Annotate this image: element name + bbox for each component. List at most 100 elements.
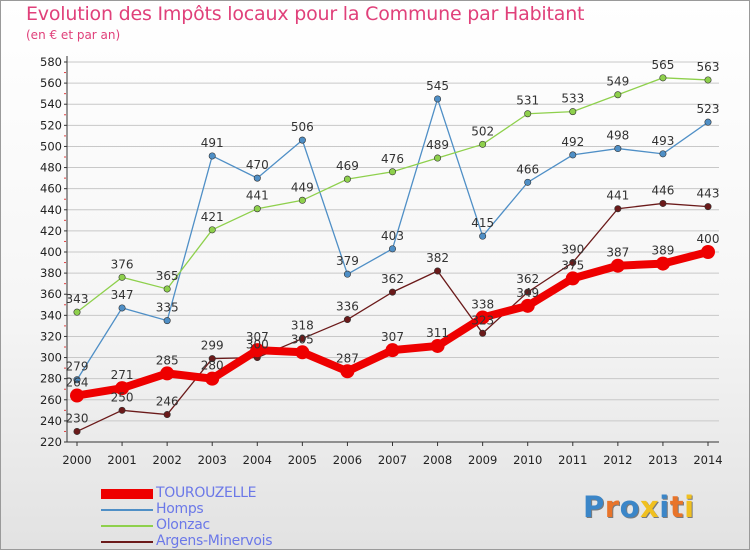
data-label-olonzac: 531: [516, 94, 539, 108]
data-label-olonzac: 502: [471, 124, 494, 138]
data-label-olonzac: 449: [291, 180, 314, 194]
data-label-homps: 470: [246, 158, 269, 172]
y-tick-label: 280: [40, 372, 62, 386]
x-tick-label: 2009: [468, 453, 497, 467]
data-label-olonzac: 469: [336, 159, 359, 173]
data-label-argens-minervois: 446: [651, 183, 674, 197]
data-label-homps: 498: [606, 129, 629, 143]
data-label-tourouzelle: 271: [111, 368, 134, 382]
data-label-homps: 506: [291, 120, 314, 134]
data-point-argens-minervois: [343, 316, 351, 324]
data-label-homps: 545: [426, 79, 449, 93]
data-point-argens-minervois: [73, 427, 81, 435]
x-tick-label: 2011: [558, 453, 587, 467]
data-label-homps: 415: [471, 216, 494, 230]
x-tick-label: 2013: [648, 453, 677, 467]
data-label-olonzac: 421: [201, 210, 224, 224]
data-point-olonzac: [208, 226, 216, 234]
data-point-olonzac: [614, 91, 622, 99]
data-label-homps: 491: [201, 136, 224, 150]
data-point-argens-minervois: [163, 411, 171, 419]
data-label-olonzac: 376: [111, 257, 134, 271]
data-label-argens-minervois: 336: [336, 300, 359, 314]
data-point-argens-minervois: [524, 288, 532, 296]
x-tick-label: 2006: [333, 453, 362, 467]
y-tick-label: 440: [40, 203, 62, 217]
proxiti-logo: Proxiti: [583, 490, 695, 524]
data-point-olonzac: [524, 110, 532, 118]
data-label-homps: 279: [66, 360, 89, 374]
data-point-olonzac: [659, 74, 667, 82]
data-label-argens-minervois: 299: [201, 339, 224, 353]
x-tick-label: 2010: [513, 453, 542, 467]
data-label-tourouzelle: 285: [156, 353, 179, 367]
data-point-tourouzelle: [250, 343, 265, 358]
y-tick-label: 500: [40, 139, 62, 153]
chart-subtitle: (en € et par an): [26, 28, 121, 42]
data-label-tourouzelle: 280: [201, 359, 224, 373]
y-tick-label: 220: [40, 435, 62, 449]
x-tick-label: 2012: [603, 453, 632, 467]
x-tick-label: 2004: [243, 453, 272, 467]
data-label-homps: 379: [336, 254, 359, 268]
data-point-tourouzelle: [340, 364, 355, 379]
data-label-argens-minervois: 246: [156, 395, 179, 409]
y-tick-label: 480: [40, 161, 62, 175]
data-point-homps: [659, 150, 667, 158]
data-point-argens-minervois: [388, 288, 396, 296]
data-point-homps: [479, 232, 487, 240]
data-point-olonzac: [118, 273, 126, 281]
data-point-homps: [118, 304, 126, 312]
x-tick-label: 2008: [423, 453, 452, 467]
data-point-tourouzelle: [701, 245, 715, 259]
data-label-homps: 335: [156, 301, 179, 315]
data-label-olonzac: 533: [561, 92, 584, 106]
data-label-argens-minervois: 250: [111, 390, 134, 404]
data-labels: 264 271 285 280 307 305 287 307 311 338 349 375 387 3…: [66, 58, 720, 426]
data-point-tourouzelle: [655, 256, 670, 271]
data-point-argens-minervois: [614, 205, 622, 213]
data-label-tourouzelle: 287: [336, 351, 359, 365]
x-tick-label: 2002: [153, 453, 182, 467]
data-label-argens-minervois: 441: [606, 189, 629, 203]
data-label-tourouzelle: 305: [291, 332, 314, 346]
data-point-olonzac: [569, 108, 577, 116]
data-label-homps: 466: [516, 162, 539, 176]
data-point-homps: [208, 152, 216, 160]
legend-label: Argens-Minervois: [156, 533, 273, 549]
legend-label: Olonzac: [156, 517, 210, 533]
y-tick-label: 260: [40, 393, 62, 407]
y-tick-label: 420: [40, 224, 62, 238]
legend-swatch: [101, 541, 153, 543]
y-tick-label: 540: [40, 97, 62, 111]
data-point-olonzac: [434, 154, 442, 162]
data-label-argens-minervois: 443: [697, 187, 720, 201]
x-tick-label: 2003: [198, 453, 227, 467]
y-tick-label: 580: [40, 55, 62, 69]
data-point-tourouzelle: [385, 343, 400, 358]
y-tick-label: 240: [40, 414, 62, 428]
data-point-olonzac: [388, 168, 396, 176]
data-point-homps: [73, 376, 81, 384]
data-label-argens-minervois: 362: [516, 272, 539, 286]
y-tick-label: 520: [40, 118, 62, 132]
data-label-olonzac: 563: [697, 60, 720, 74]
data-label-homps: 492: [561, 135, 584, 149]
data-point-tourouzelle: [115, 381, 130, 396]
data-point-tourouzelle: [160, 366, 175, 381]
x-tick-label: 2001: [107, 453, 136, 467]
y-tick-label: 560: [40, 76, 62, 90]
data-point-argens-minervois: [434, 267, 442, 275]
chart-title: Evolution des Impôts locaux pour la Comm…: [26, 3, 585, 25]
data-label-tourouzelle: 338: [471, 297, 494, 311]
data-label-tourouzelle: 264: [66, 376, 89, 390]
axes: 220 240 260 280 300 320 340 360 380 400 420 440 460 4…: [40, 55, 723, 467]
data-point-tourouzelle: [520, 298, 535, 313]
data-point-olonzac: [479, 140, 487, 148]
data-point-tourouzelle: [475, 310, 490, 325]
data-point-tourouzelle: [70, 388, 84, 403]
data-label-tourouzelle: 349: [516, 286, 539, 300]
data-label-homps: 523: [697, 102, 720, 116]
